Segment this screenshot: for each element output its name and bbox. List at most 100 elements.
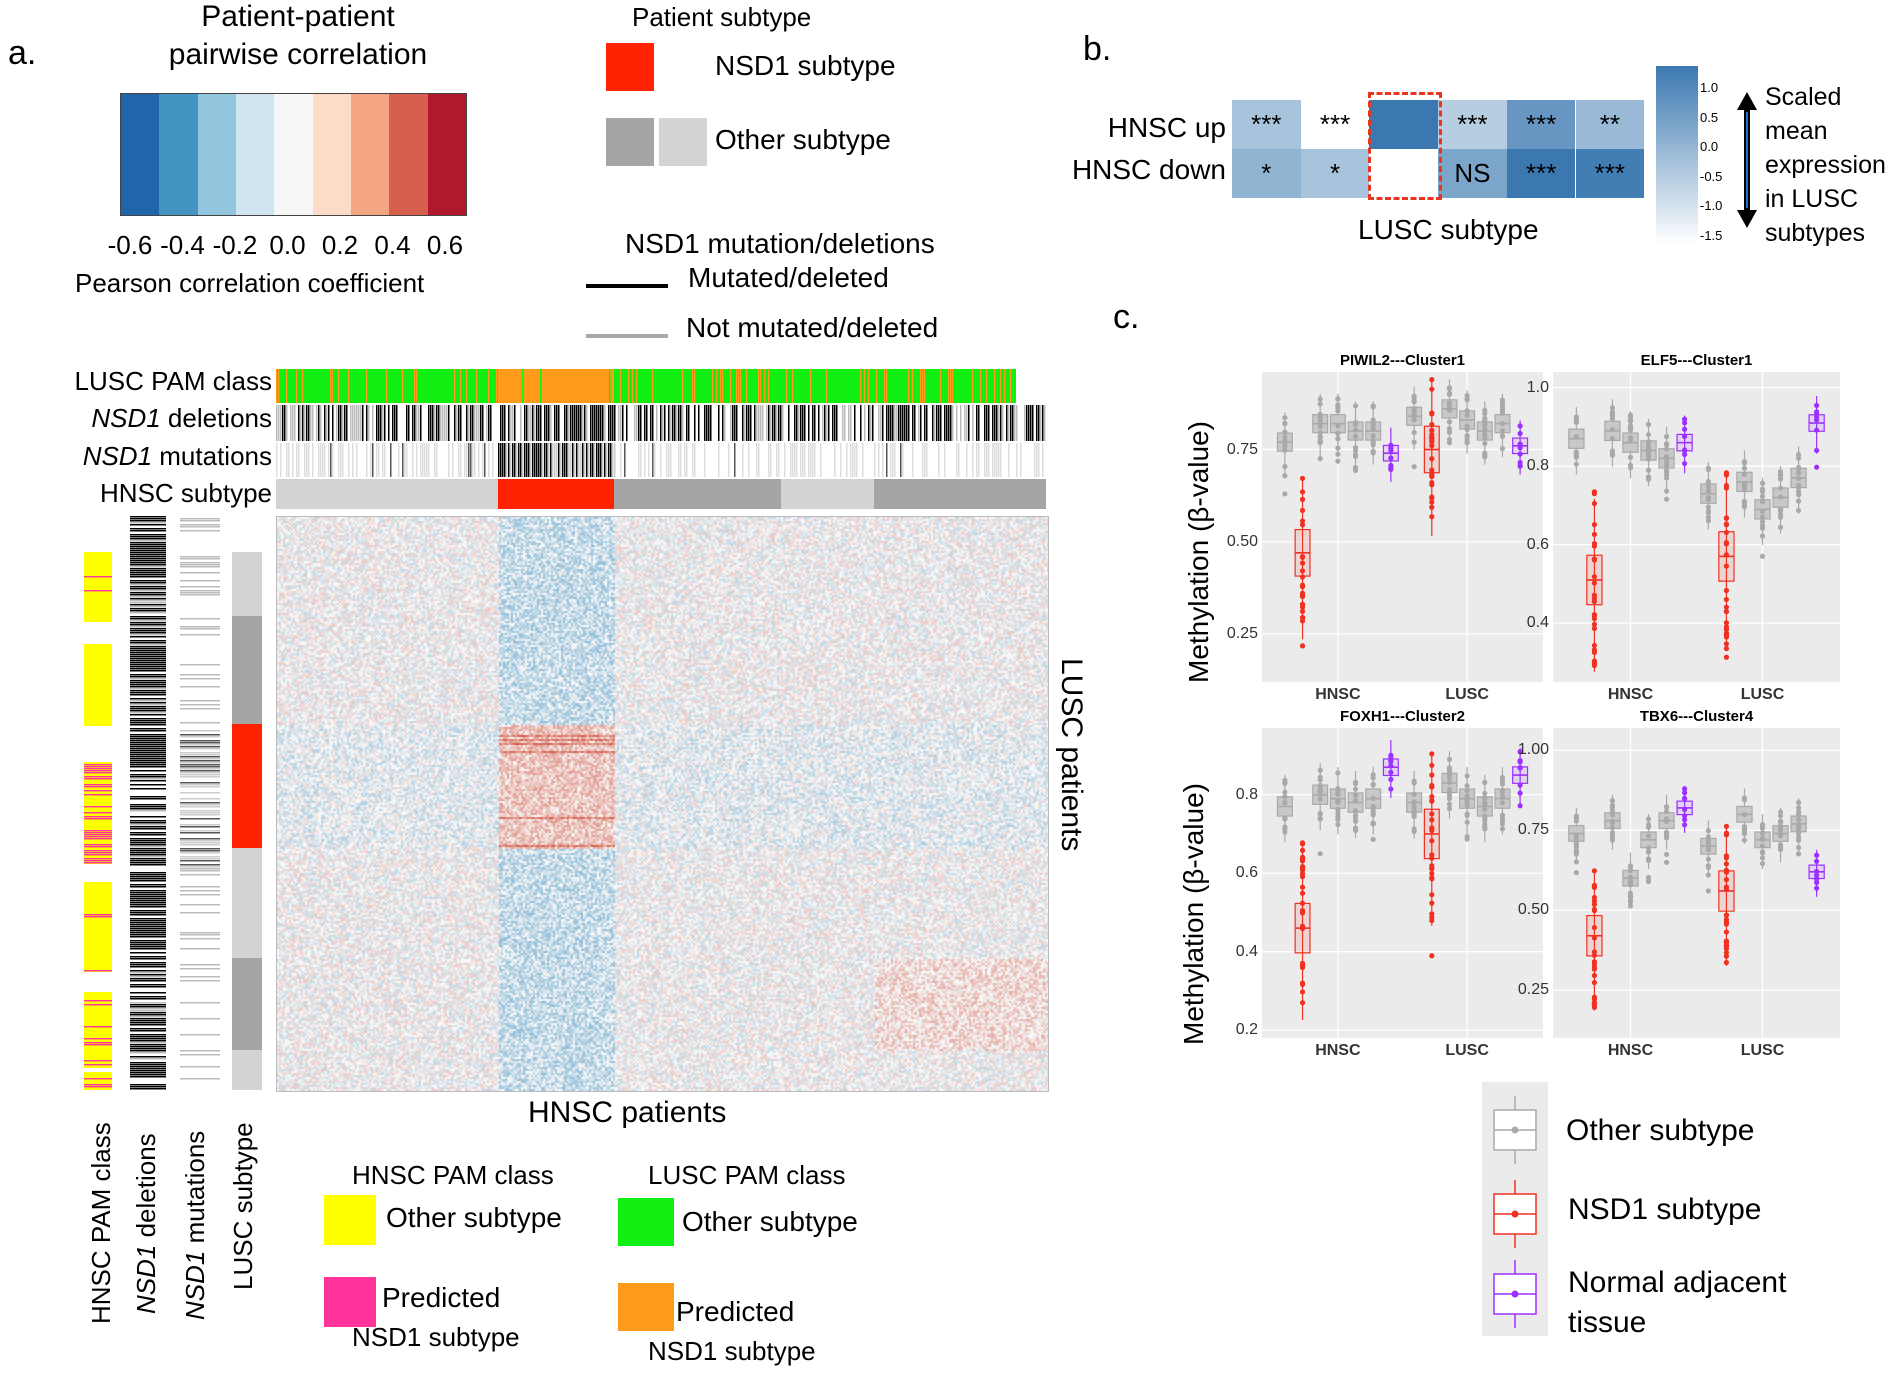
pam-stripe (302, 369, 304, 403)
boxplot-point (1370, 450, 1376, 456)
mutation-mark (180, 748, 220, 750)
boxplot-point (1591, 647, 1598, 653)
deletion-mark (504, 405, 506, 441)
mutation-mark (180, 980, 220, 982)
deletion-mark (130, 848, 166, 850)
mutation-mark (180, 840, 220, 842)
deletion-mark (480, 405, 482, 441)
deletion-mark (130, 652, 166, 654)
deletion-mark (776, 405, 778, 441)
boxplot-point (1663, 851, 1670, 857)
deletion-mark (932, 405, 934, 441)
deletion-mark (412, 405, 414, 441)
expression-cell: *** (1300, 100, 1370, 149)
boxplot-panel (1553, 728, 1840, 1038)
deletion-mark (130, 978, 166, 980)
deletion-mark (130, 826, 166, 828)
mutation-mark (180, 634, 220, 636)
deletion-mark (130, 694, 166, 696)
deletion-mark (130, 562, 166, 564)
boxplot-point (1645, 432, 1652, 438)
boxplot-point (1741, 482, 1748, 488)
deletion-mark (130, 936, 166, 938)
boxplot-point (1682, 822, 1688, 828)
boxplot-point (1335, 445, 1341, 451)
deletion-mark (130, 1068, 166, 1070)
boxplot-point (1482, 806, 1488, 813)
boxplot-point (1429, 817, 1435, 823)
pam-stripe (920, 369, 922, 403)
deletion-mark (920, 405, 922, 441)
deletion-mark (130, 974, 166, 976)
deletion-mark (130, 612, 166, 614)
mutation-mark (694, 443, 696, 477)
pam-stripe (84, 776, 112, 778)
deletion-mark (130, 964, 166, 966)
boxplot-point (1282, 789, 1288, 795)
boxplot-point (1517, 749, 1523, 755)
deletion-mark (880, 405, 882, 441)
mutation-mark (180, 562, 220, 564)
deletion-mark (130, 540, 166, 542)
expression-cell (1369, 149, 1439, 198)
c-legend-nsd1: NSD1 subtype (1568, 1193, 1762, 1226)
mutation-mark (180, 824, 220, 826)
mutation-mark (180, 756, 220, 758)
boxplot-point (1814, 858, 1820, 864)
mutation-mark (560, 443, 562, 477)
boxplot-point (1388, 776, 1394, 782)
deletion-mark (130, 668, 166, 670)
deletion-mark (602, 405, 604, 441)
boxplot-point (1591, 500, 1598, 507)
deletion-mark (130, 996, 166, 998)
pam-stripe (338, 369, 340, 403)
deletion-mark (992, 405, 994, 441)
boxplot-point (1609, 427, 1616, 433)
deletion-mark (780, 405, 782, 441)
boxplot-point (1723, 929, 1730, 935)
deletion-mark (130, 554, 166, 556)
mutation-mark (1038, 443, 1040, 477)
boxplot-point (1591, 595, 1598, 601)
boxplot-point (1627, 874, 1634, 880)
mutation-mark (382, 443, 384, 477)
mutation-mark (180, 784, 220, 786)
deletion-mark (130, 980, 166, 982)
boxplot-point (1429, 870, 1435, 876)
deletion-mark (906, 405, 908, 441)
boxplot-point (1282, 464, 1288, 470)
deletion-mark (130, 544, 166, 546)
pam-stripe (950, 369, 952, 403)
deletion-mark (328, 405, 330, 441)
pam-stripe (922, 369, 924, 403)
boxplot-point (1446, 429, 1453, 435)
boxplot-point (1663, 804, 1670, 810)
deletion-mark (130, 770, 166, 772)
pam-stripe (632, 369, 634, 403)
boxplot-point (1723, 515, 1730, 521)
deletion-mark (382, 405, 384, 441)
deletion-mark (456, 405, 458, 441)
mutation-mark (680, 443, 682, 477)
boxplot-point (1352, 812, 1359, 819)
deletion-mark (554, 405, 556, 441)
hnsc-pam-predicted-label-2: NSD1 subtype (352, 1322, 520, 1352)
boxplot-point (1370, 836, 1376, 842)
deletion-mark (476, 405, 478, 441)
boxplot-point (1282, 421, 1288, 427)
boxplot-point (1795, 844, 1802, 851)
mutation-mark (504, 443, 506, 477)
mutation-mark (912, 443, 914, 477)
deletion-mark (668, 405, 670, 441)
mutation-mark (472, 443, 474, 477)
deletion-mark (620, 405, 622, 441)
mutation-mark (686, 443, 688, 477)
boxplot-point (1723, 877, 1730, 883)
boxplot-point (1705, 508, 1711, 514)
mutation-mark (180, 618, 220, 620)
pam-stripe (84, 832, 112, 834)
subtype-segment (781, 479, 874, 509)
colorbar-tick-label: 0.4 (374, 230, 411, 260)
deletion-mark (130, 534, 166, 536)
deletion-mark (130, 1072, 166, 1074)
